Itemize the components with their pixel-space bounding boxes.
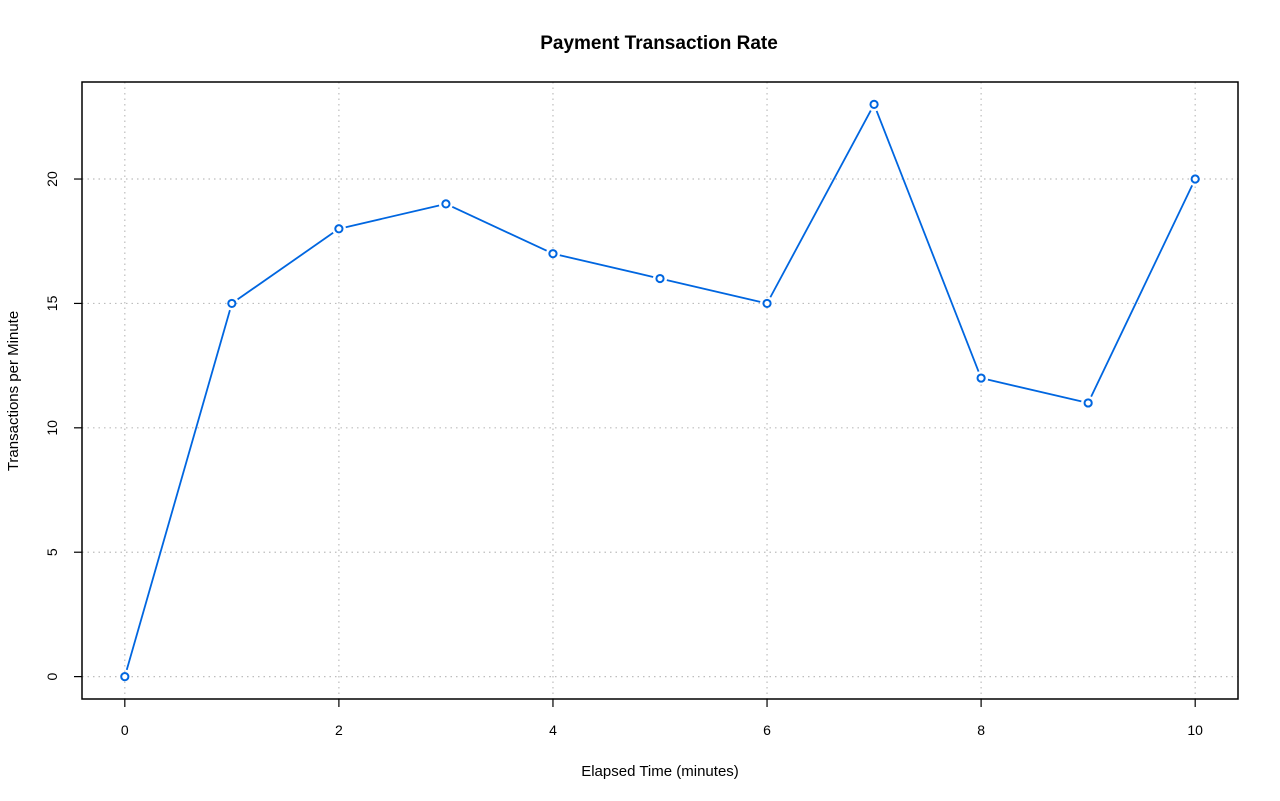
x-axis: 0 2 4 6 8 10 xyxy=(121,699,1203,738)
data-point-9 xyxy=(1083,398,1093,408)
series-0-segment-1 xyxy=(237,232,334,301)
data-point-3 xyxy=(441,199,451,209)
y-axis-label: Transactions per Minute xyxy=(5,311,22,471)
x-tick-label-4: 8 xyxy=(977,722,985,738)
x-axis-label: Elapsed Time (minutes) xyxy=(581,763,739,780)
x-tick-label-5: 10 xyxy=(1187,722,1203,738)
y-tick-label-3: 15 xyxy=(44,295,60,311)
y-tick-label-4: 20 xyxy=(44,171,60,187)
data-point-10 xyxy=(1190,174,1200,184)
data-point-7 xyxy=(869,99,879,109)
x-tick-label-1: 2 xyxy=(335,722,343,738)
y-tick-label-2: 10 xyxy=(44,420,60,436)
grid xyxy=(82,82,1238,699)
series-0-segment-0 xyxy=(125,309,231,671)
y-axis: 0 5 10 15 20 xyxy=(44,171,82,681)
y-tick-label-1: 5 xyxy=(44,548,60,556)
series-0-segment-2 xyxy=(345,204,440,229)
chart-title: Payment Transaction Rate xyxy=(540,33,778,54)
y-tick-label-0: 0 xyxy=(44,673,60,681)
series-0-segment-4 xyxy=(559,254,654,278)
series-0-segment-7 xyxy=(875,110,980,372)
data-point-4 xyxy=(548,249,558,259)
x-tick-label-3: 6 xyxy=(763,722,771,738)
data-point-6 xyxy=(762,298,772,309)
data-point-5 xyxy=(655,273,665,284)
series xyxy=(120,99,1200,682)
data-point-2 xyxy=(334,224,344,234)
series-0-segment-9 xyxy=(1090,184,1193,398)
series-0-segment-3 xyxy=(451,206,547,252)
data-point-8 xyxy=(976,373,986,383)
plot-area xyxy=(81,81,1239,700)
x-tick-label-0: 0 xyxy=(121,722,129,738)
series-0-segment-6 xyxy=(769,110,872,298)
data-point-1 xyxy=(227,298,237,309)
series-0-segment-8 xyxy=(987,378,1082,403)
series-0-segment-5 xyxy=(666,279,761,303)
data-point-0 xyxy=(120,672,130,682)
x-tick-label-2: 4 xyxy=(549,722,557,738)
